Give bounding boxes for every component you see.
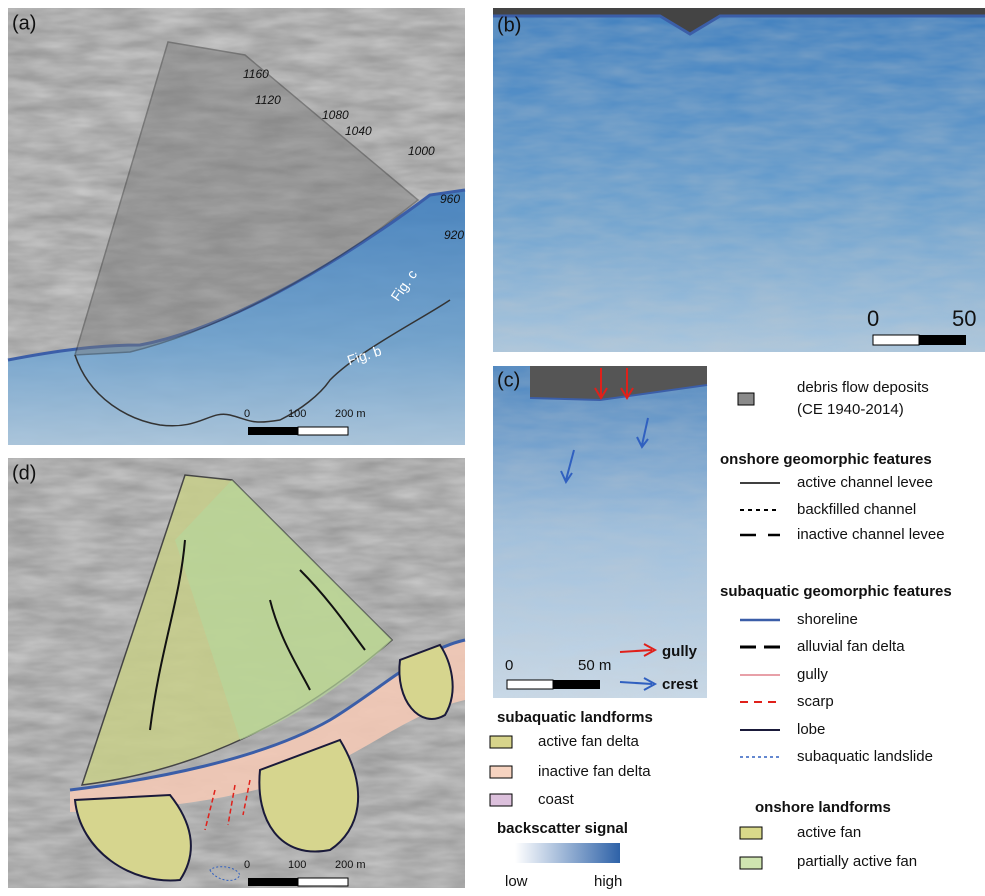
shoreline xyxy=(493,14,985,36)
contour-label: 1160 xyxy=(243,67,269,81)
scale-label: 100 xyxy=(288,408,306,420)
legend-label: active fan xyxy=(797,824,861,841)
swatch xyxy=(739,856,763,870)
scale-label: 0 xyxy=(505,657,513,674)
panel-a: (a) 1160 1120 1080 1040 1000 960 920 Fig… xyxy=(7,8,466,445)
scale-bar xyxy=(248,427,298,435)
legend-label: gully xyxy=(797,666,828,683)
shoreline xyxy=(7,188,466,362)
legend-title: backscatter signal xyxy=(497,820,628,837)
scale-label: 0 xyxy=(867,306,879,331)
swatch xyxy=(489,793,513,807)
legend-label: inactive fan delta xyxy=(538,763,651,780)
shoreline xyxy=(529,384,708,402)
panel-label: (c) xyxy=(497,369,520,391)
crest-arrow xyxy=(619,677,658,691)
contour-label: 1040 xyxy=(345,124,372,138)
scale-bar xyxy=(506,679,554,690)
partially-active-fan xyxy=(175,480,392,740)
texture xyxy=(493,366,707,698)
annotation: gully xyxy=(662,643,698,660)
legend-label: backfilled channel xyxy=(797,501,916,518)
scale-bar xyxy=(297,877,349,887)
lobe xyxy=(398,643,454,720)
onshore xyxy=(530,366,707,400)
crest-arrow xyxy=(560,417,649,485)
fan-delta xyxy=(8,190,465,445)
contour-label: 1120 xyxy=(255,93,281,107)
scale-label: 100 xyxy=(288,859,306,871)
legend-label: shoreline xyxy=(797,611,858,628)
contour-label: 920 xyxy=(444,228,464,242)
legend-title: subaquatic landforms xyxy=(497,709,653,726)
legend-label: inactive channel levee xyxy=(797,526,945,543)
lobe xyxy=(258,738,360,853)
scale-label: 0 xyxy=(244,859,250,871)
scale-label: 50 xyxy=(952,306,976,331)
scale-label: 200 m xyxy=(335,859,366,871)
panel-label: (a) xyxy=(12,12,36,34)
panel-b: (b) 0 50 xyxy=(493,8,985,352)
legend-label: lobe xyxy=(797,721,825,738)
legend-label: debris flow deposits xyxy=(797,379,929,396)
swatch xyxy=(739,826,763,840)
legend: debris flow deposits (CE 1940-2014) onsh… xyxy=(720,379,952,870)
panel-label: (d) xyxy=(12,462,36,484)
legend-label: alluvial fan delta xyxy=(797,638,905,655)
panel-d: (d) 0 100 200 m xyxy=(8,458,466,888)
contour-label: 1080 xyxy=(322,108,349,122)
lobe xyxy=(73,793,192,882)
scale-bar xyxy=(919,335,966,345)
contour-label: 1000 xyxy=(408,144,435,158)
landslide xyxy=(209,866,241,881)
delta-outline xyxy=(74,299,451,427)
channel-levee xyxy=(149,539,366,731)
legend-label: active fan delta xyxy=(538,733,640,750)
legend-label: low xyxy=(505,873,528,890)
contour-label: 960 xyxy=(440,192,460,206)
scale-bar xyxy=(872,334,920,346)
legend-title: onshore geomorphic features xyxy=(720,451,932,468)
scale-label: 50 m xyxy=(578,657,611,674)
scale-bar xyxy=(297,426,349,436)
legend-label: scarp xyxy=(797,693,834,710)
panel-c: (c) gully crest 0 50 m xyxy=(493,366,708,698)
gully-arrow xyxy=(619,643,658,657)
legend-title: onshore landforms xyxy=(755,799,891,816)
legend-label: subaquatic landslide xyxy=(797,748,933,765)
legend-label: active channel levee xyxy=(797,474,933,491)
legend: subaquatic landforms active fan delta in… xyxy=(489,709,653,890)
color-ramp xyxy=(515,843,620,863)
swatch xyxy=(737,392,755,406)
scale-label: 200 m xyxy=(335,408,366,420)
scale-label: 0 xyxy=(244,408,250,420)
legend-label: coast xyxy=(538,791,575,808)
swatch xyxy=(489,735,513,749)
scale-bar xyxy=(553,680,600,689)
panel-label: (b) xyxy=(497,14,521,36)
scale-bar xyxy=(248,878,298,886)
swatch xyxy=(489,765,513,779)
legend-label: partially active fan xyxy=(797,853,917,870)
legend-label: (CE 1940-2014) xyxy=(797,401,904,418)
legend-title: subaquatic geomorphic features xyxy=(720,583,952,600)
legend-label: high xyxy=(594,873,622,890)
texture xyxy=(493,8,985,352)
debris-flow xyxy=(73,41,420,356)
annotation: crest xyxy=(662,676,698,693)
gully-arrow xyxy=(594,368,634,400)
scarp xyxy=(204,779,251,831)
